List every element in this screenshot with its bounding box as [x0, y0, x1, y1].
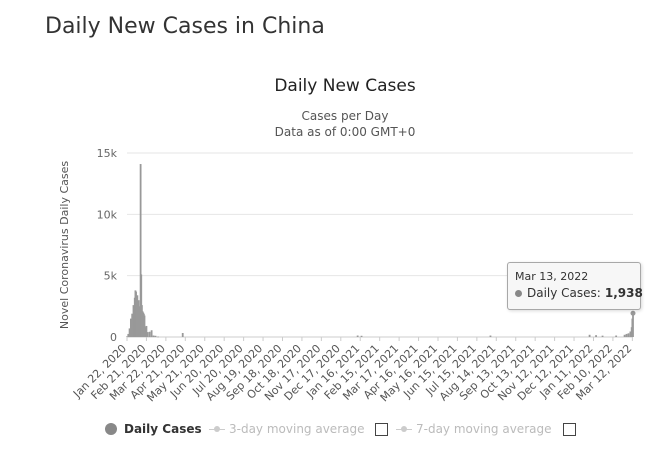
data-bar	[152, 335, 155, 337]
checkbox-3-day-average[interactable]	[375, 423, 388, 436]
data-bar	[627, 333, 630, 337]
legend-item-3-day-average[interactable]: 3-day moving average	[209, 422, 364, 436]
tooltip-value: 1,938	[604, 286, 643, 300]
tooltip-date: Mar 13, 2022	[515, 270, 589, 283]
data-bar	[131, 313, 134, 337]
data-bar	[360, 335, 363, 337]
data-bar	[625, 333, 628, 337]
circle-marker-icon	[105, 423, 117, 435]
legend-label-daily-cases: Daily Cases	[124, 422, 202, 436]
data-bar	[623, 334, 626, 337]
data-bar	[132, 305, 135, 337]
chart-subtitle-line-2: Data as of 0:00 GMT+0	[274, 125, 416, 139]
tooltip-series-dot-icon	[515, 289, 522, 297]
tooltip-label: Daily Cases:	[527, 286, 601, 300]
line-marker-icon	[396, 425, 412, 432]
data-bar	[146, 332, 149, 337]
data-bar	[595, 335, 597, 337]
data-bar	[150, 330, 153, 337]
data-bar	[145, 325, 148, 337]
data-bar	[154, 335, 157, 337]
data-bar	[127, 333, 130, 337]
tooltip-anchor-marker	[630, 310, 636, 316]
data-bar	[128, 328, 131, 337]
y-axis-label: Novel Coronavirus Daily Cases	[58, 161, 71, 329]
chart-title: Daily New Cases	[274, 76, 416, 96]
data-bar	[356, 335, 359, 337]
data-bar	[632, 313, 634, 337]
data-bar	[588, 334, 591, 337]
page-title: Daily New Cases in China	[45, 14, 325, 39]
line-marker-icon	[209, 425, 225, 432]
y-tick-label: 0	[110, 331, 117, 344]
data-bar	[181, 333, 184, 337]
data-bar	[489, 335, 492, 337]
data-bar	[126, 336, 128, 337]
chart-tooltip: Mar 13, 2022 Daily Cases: 1,938	[507, 262, 643, 310]
y-tick-label: 5k	[104, 270, 118, 283]
data-bar	[148, 331, 151, 337]
legend-item-7-day-average[interactable]: 7-day moving average	[396, 422, 551, 436]
tooltip-row: Daily Cases: 1,938	[515, 286, 643, 300]
legend-item-daily-cases[interactable]: Daily Cases	[105, 422, 202, 436]
y-tick-label: 15k	[97, 147, 118, 160]
data-bar	[129, 318, 132, 337]
data-bar	[144, 327, 147, 337]
data-bar	[629, 331, 632, 337]
legend-label-7-day-average: 7-day moving average	[416, 422, 552, 436]
data-bar	[157, 336, 159, 338]
checkbox-7-day-average[interactable]	[563, 423, 576, 436]
data-bar	[143, 315, 146, 337]
chart-subtitle: Cases per Day Data as of 0:00 GMT+0	[0, 108, 650, 140]
legend-label-3-day-average: 3-day moving average	[229, 422, 365, 436]
data-bar	[139, 164, 142, 337]
data-bar	[601, 335, 604, 337]
chart-subtitle-line-1: Cases per Day	[301, 109, 389, 123]
data-bar	[615, 335, 618, 337]
y-tick-label: 10k	[97, 208, 118, 221]
